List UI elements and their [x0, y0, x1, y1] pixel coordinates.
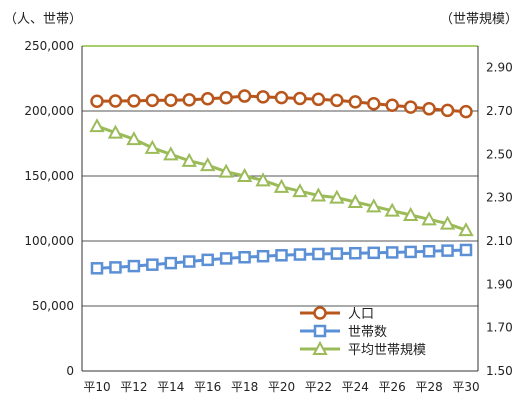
data-point-series-1: [183, 255, 196, 268]
data-point-series-2: [236, 167, 253, 182]
right-tick-label: 1.50: [486, 364, 513, 378]
data-point-series-2: [329, 189, 345, 204]
data-point-series-1: [293, 248, 307, 261]
data-point-series-1: [385, 246, 399, 259]
left-tick-label: 200,000: [24, 104, 74, 118]
x-tick-label: 平10: [83, 380, 110, 394]
data-point-series-1: [127, 259, 141, 273]
data-point-series-1: [330, 247, 344, 260]
data-point-series-0: [385, 98, 399, 113]
left-tick-label: 150,000: [24, 169, 74, 183]
data-point-series-0: [274, 90, 289, 105]
legend-label: 人口: [348, 307, 374, 322]
data-point-series-0: [293, 91, 307, 106]
data-point-series-0: [422, 102, 436, 116]
data-point-series-0: [182, 93, 196, 107]
legend-marker: [312, 340, 328, 355]
data-point-series-1: [275, 249, 288, 262]
data-point-series-1: [256, 249, 270, 263]
x-tick-label: 平18: [231, 380, 258, 394]
data-point-series-2: [181, 152, 197, 167]
data-point-series-2: [384, 202, 400, 217]
data-point-series-2: [366, 198, 382, 213]
right-tick-label: 2.10: [486, 234, 513, 248]
data-point-series-0: [200, 92, 215, 106]
right-tick-label: 2.70: [486, 104, 513, 118]
data-point-series-0: [348, 95, 363, 109]
data-point-series-2: [107, 124, 124, 139]
data-point-series-2: [218, 163, 234, 178]
data-point-series-2: [163, 146, 179, 161]
data-point-series-1: [146, 258, 159, 271]
left-tick-label: 100,000: [24, 234, 74, 248]
data-point-series-2: [89, 118, 105, 133]
data-point-series-0: [440, 103, 455, 118]
x-tick-label: 平14: [157, 380, 184, 394]
data-point-series-0: [127, 94, 141, 108]
data-point-series-2: [144, 139, 161, 154]
left-axis-unit: （人、世帯）: [4, 12, 82, 27]
x-tick-label: 平24: [342, 380, 369, 394]
data-point-series-1: [238, 251, 251, 264]
x-tick-label: 平30: [452, 380, 479, 394]
right-tick-label: 2.30: [486, 191, 513, 205]
data-point-series-2: [273, 178, 290, 193]
x-tick-label: 平12: [120, 380, 147, 394]
data-point-series-0: [237, 89, 252, 103]
data-point-series-1: [459, 243, 473, 257]
data-point-series-2: [292, 183, 308, 198]
x-tick-label: 平16: [194, 380, 221, 394]
right-tick-label: 2.50: [486, 147, 513, 161]
legend-marker: [313, 324, 327, 338]
legend-label: 世帯数: [348, 325, 387, 340]
data-point-series-2: [439, 215, 456, 230]
data-point-series-2: [402, 206, 419, 221]
left-tick-label: 250,000: [24, 39, 74, 53]
right-tick-label: 1.90: [486, 277, 513, 291]
data-point-series-0: [311, 92, 326, 107]
x-tick-label: 平28: [415, 380, 442, 394]
data-point-series-2: [126, 131, 142, 146]
data-point-series-1: [219, 252, 233, 265]
data-point-series-2: [347, 193, 363, 208]
data-point-series-1: [349, 246, 362, 260]
legend-marker: [313, 306, 327, 320]
data-point-series-0: [367, 96, 381, 111]
data-point-series-0: [330, 93, 344, 108]
data-point-series-0: [164, 93, 178, 107]
data-point-series-0: [403, 100, 418, 114]
right-tick-label: 1.70: [486, 321, 513, 335]
data-point-series-2: [310, 187, 327, 202]
right-axis-unit: （世帯規模）: [440, 12, 518, 27]
data-point-series-0: [108, 94, 123, 108]
data-point-series-1: [201, 253, 214, 267]
data-point-series-2: [200, 157, 216, 172]
x-tick-label: 平22: [305, 380, 332, 394]
data-point-series-0: [459, 104, 473, 119]
data-point-series-1: [164, 256, 178, 270]
data-point-series-0: [145, 93, 160, 108]
x-tick-label: 平26: [379, 380, 406, 394]
data-point-series-1: [312, 247, 325, 261]
data-point-series-0: [256, 90, 270, 104]
right-tick-label: 2.90: [486, 61, 513, 75]
x-tick-label: 平20: [268, 380, 295, 394]
data-point-series-2: [458, 222, 474, 237]
data-point-series-0: [90, 94, 104, 108]
data-point-series-1: [422, 245, 436, 258]
data-point-series-1: [109, 261, 122, 274]
left-tick-label: 50,000: [32, 299, 74, 313]
legend-label: 平均世帯規模: [348, 343, 426, 358]
data-point-series-1: [441, 244, 454, 257]
data-point-series-1: [404, 245, 417, 259]
data-point-series-2: [255, 172, 271, 187]
data-point-series-1: [367, 246, 380, 260]
data-point-series-1: [90, 262, 104, 275]
left-tick-label: 0: [66, 364, 74, 378]
data-point-series-2: [421, 211, 437, 226]
data-point-series-0: [219, 90, 233, 105]
